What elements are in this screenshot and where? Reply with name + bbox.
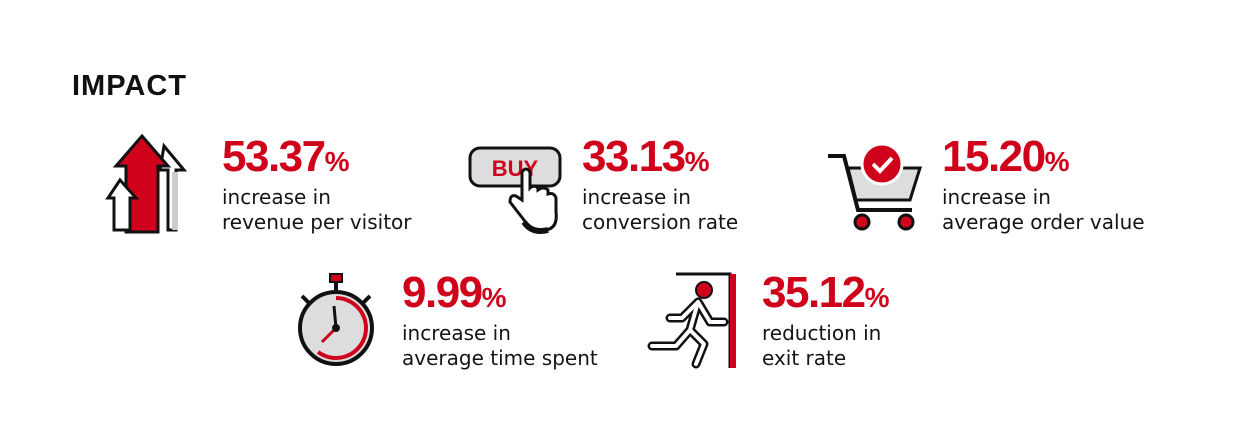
heading: IMPACT — [72, 70, 188, 102]
stat: 53.37% increase in revenue per visitor — [222, 134, 462, 235]
stopwatch-icon — [298, 273, 374, 366]
buy-label: BUY — [492, 156, 539, 181]
stat-number: 35.12% — [762, 270, 1002, 321]
stat-unit: % — [684, 146, 710, 177]
buy-icon: BUY — [468, 146, 562, 234]
stat-description: increase in — [582, 185, 691, 209]
stat-number: 9.99% — [402, 270, 642, 321]
stat-description: average order value — [942, 210, 1145, 234]
stat-description: increase in — [402, 321, 511, 345]
stat-description: conversion rate — [582, 210, 739, 234]
arrows-icon — [105, 133, 188, 234]
stat-value: 53.37 — [222, 132, 326, 181]
stat-number: 15.20% — [942, 134, 1182, 185]
stat-number: 33.13% — [582, 134, 822, 185]
stat: 9.99% increase in average time spent — [402, 270, 642, 371]
stat-value: 35.12 — [762, 268, 866, 317]
stat-description: increase in — [222, 185, 331, 209]
stat-unit: % — [324, 146, 350, 177]
stat-unit: % — [1044, 146, 1070, 177]
stat-number: 53.37% — [222, 134, 462, 185]
stat-unit: % — [864, 282, 890, 313]
cart-icon — [828, 142, 923, 231]
stat-description: reduction in — [762, 321, 882, 345]
stat: 15.20% increase in average order value — [942, 134, 1182, 235]
stat-description: exit rate — [762, 346, 847, 370]
stat-value: 33.13 — [582, 132, 686, 181]
stat-description: average time spent — [402, 346, 598, 370]
stat-description: increase in — [942, 185, 1051, 209]
exit-icon — [647, 272, 736, 369]
stat-description: revenue per visitor — [222, 210, 412, 234]
stat-value: 9.99 — [402, 268, 483, 317]
stat-unit: % — [481, 282, 507, 313]
stat-value: 15.20 — [942, 132, 1046, 181]
stat: 33.13% increase in conversion rate — [582, 134, 822, 235]
stat: 35.12% reduction in exit rate — [762, 270, 1002, 371]
